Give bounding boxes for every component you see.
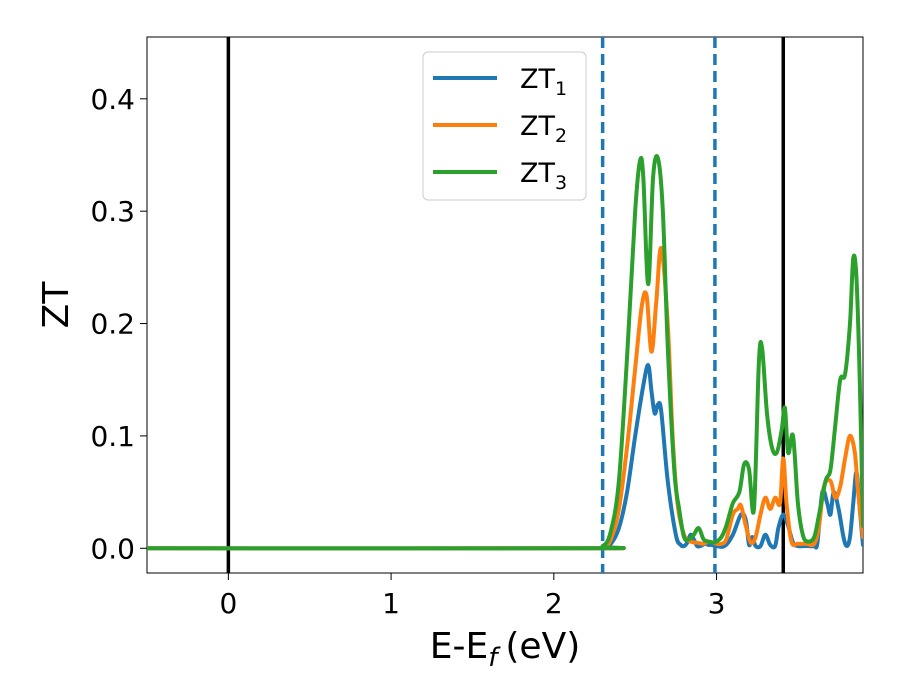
y-tick-label: 0.3 [90,195,135,228]
series-layer [147,154,863,551]
plot-area: 0 1 2 3 0.0 0.1 0.2 0.3 0.4 [90,36,864,620]
y-tick-label: 0.4 [90,83,135,116]
legend-label-zt1: ZT1 [520,64,567,100]
x-axis-label-unit: (eV) [505,626,580,667]
x-axis-label-subscript: f [488,643,501,673]
x-tick-label: 3 [708,587,726,620]
series-line-zt3 [147,154,863,551]
y-tick-label: 0.0 [90,532,135,565]
series-line-zt1 [147,363,863,551]
x-axis-label: E-Ef (eV) [430,626,581,673]
y-axis-ticks: 0.0 0.1 0.2 0.3 0.4 [90,83,147,565]
x-tick-label: 1 [382,587,400,620]
y-tick-label: 0.2 [90,308,135,341]
y-axis-label: ZT [36,281,77,329]
legend-label-zt3: ZT3 [520,158,567,194]
x-axis-ticks: 0 1 2 3 [219,573,725,620]
plot-frame [146,36,864,574]
x-tick-label: 2 [545,587,563,620]
legend-label-zt2: ZT2 [520,111,567,147]
y-tick-label: 0.1 [90,420,135,453]
legend: ZT1 ZT2 ZT3 [422,51,587,201]
x-tick-label: 0 [219,587,237,620]
legend-frame [422,51,587,201]
x-axis-label-main: E-E [430,626,488,667]
